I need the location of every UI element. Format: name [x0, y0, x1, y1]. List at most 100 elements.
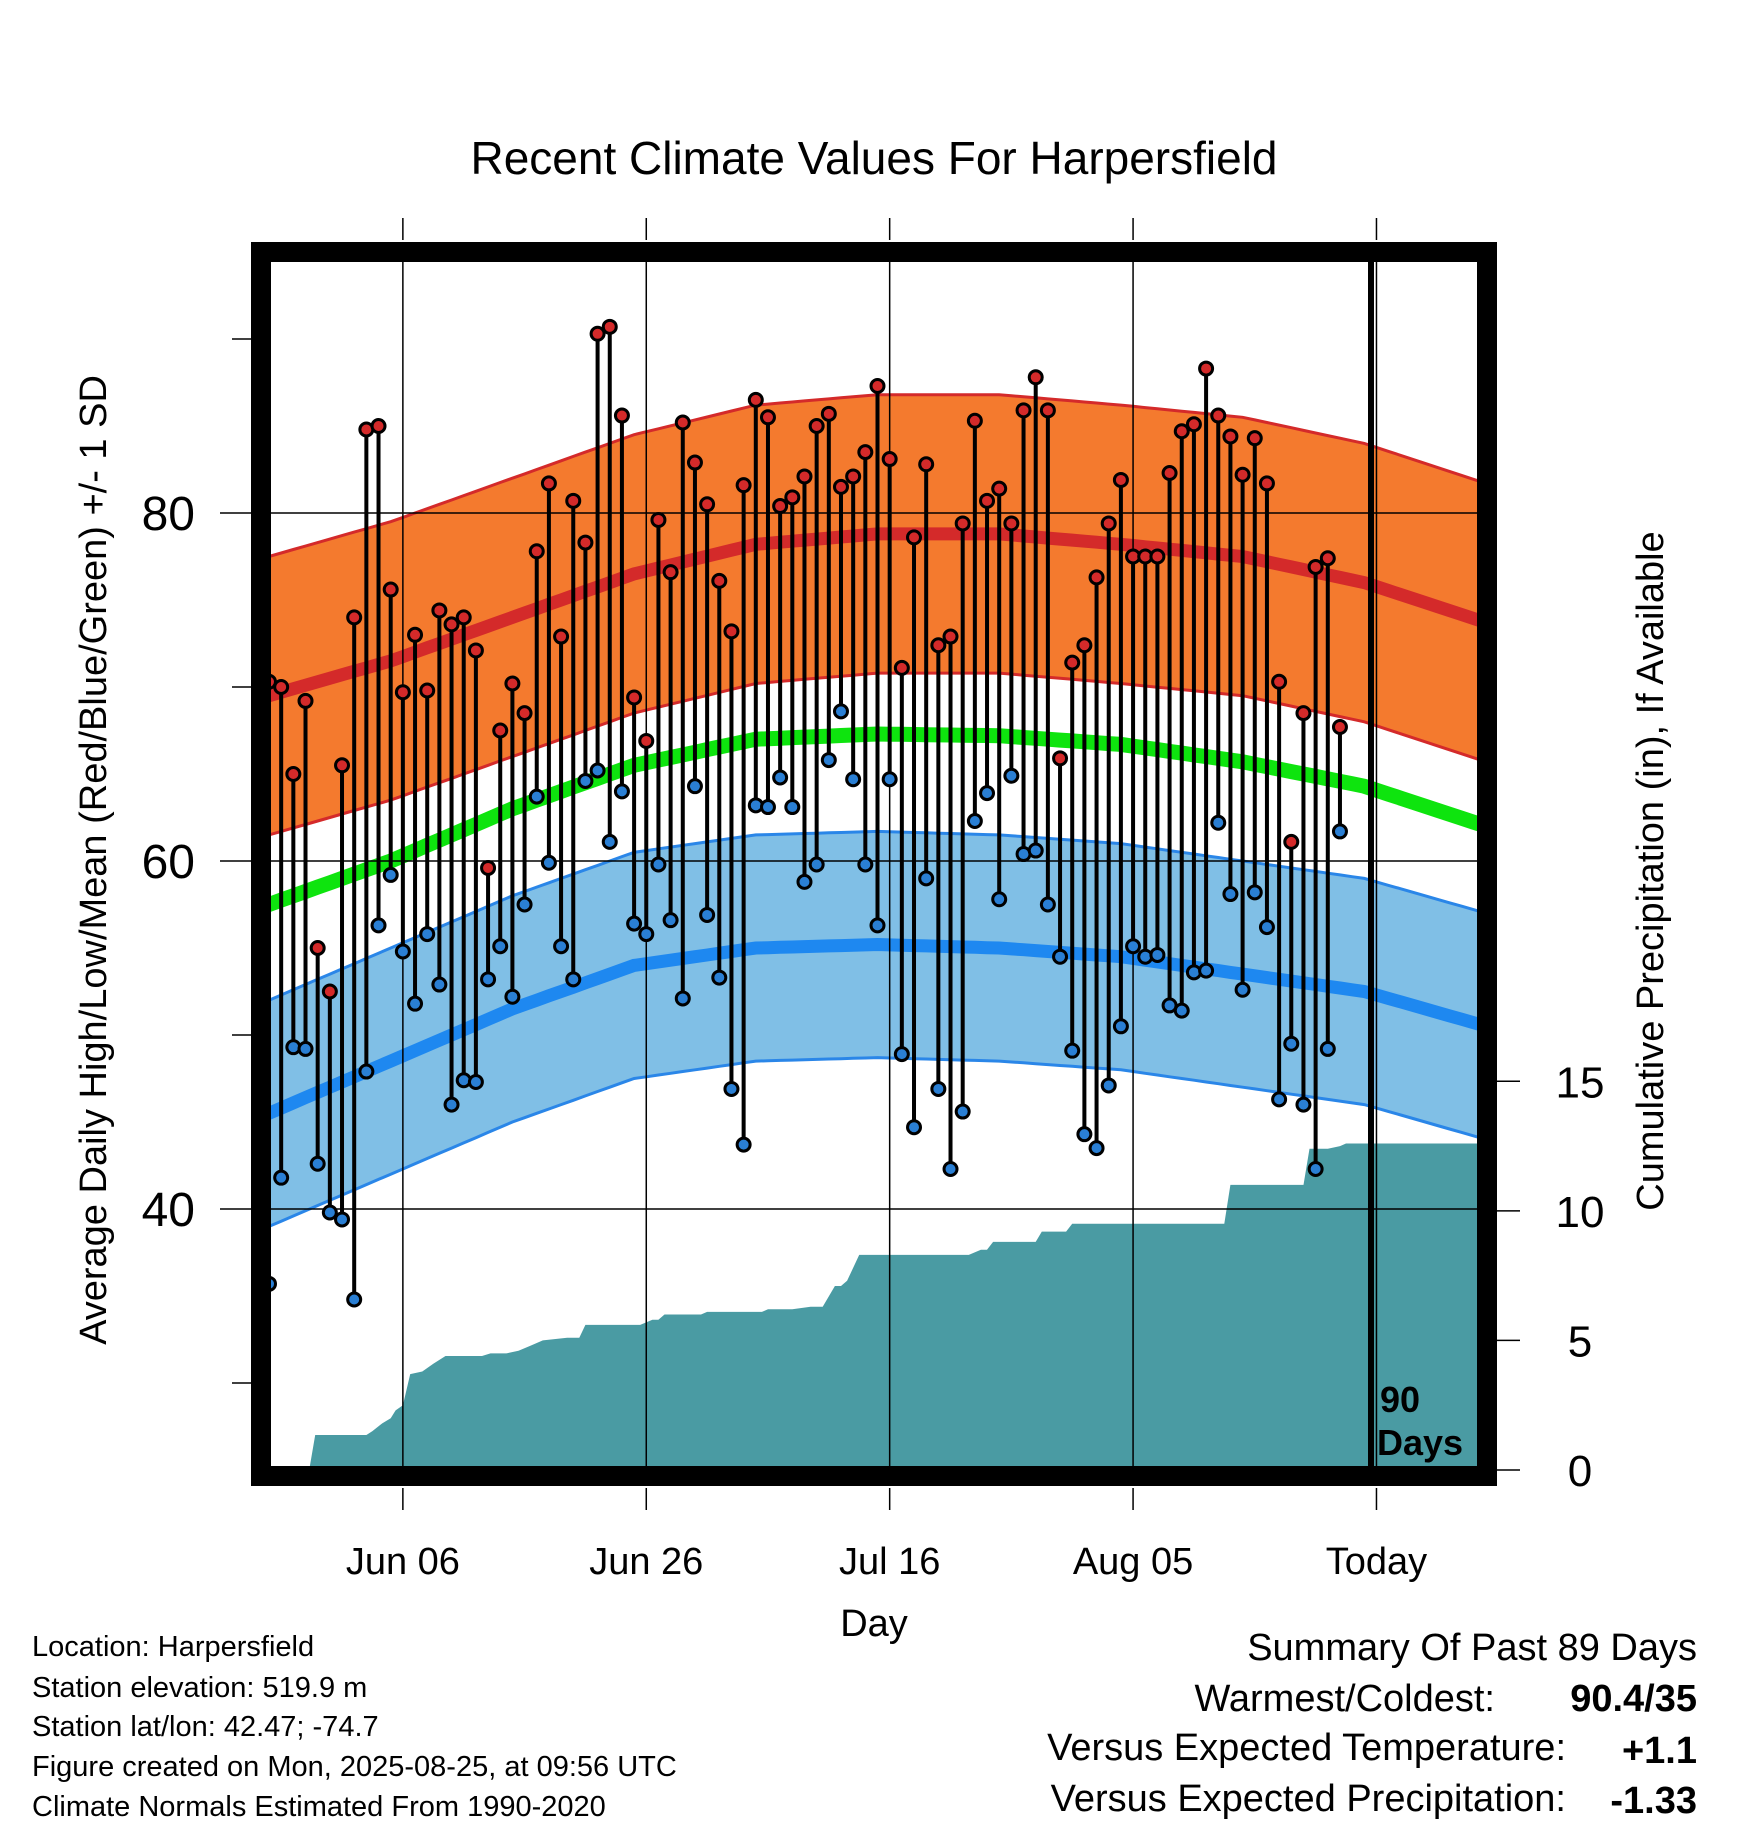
daily-low-point: [906, 1119, 923, 1136]
daily-low-point: [772, 769, 789, 786]
daily-high-point: [686, 454, 703, 471]
temp-vs-expected-value: +1.1: [1622, 1730, 1697, 1772]
daily-high-point: [589, 325, 606, 342]
daily-low-point: [1198, 962, 1215, 979]
daily-high-point: [832, 478, 849, 495]
daily-low-point: [966, 812, 983, 829]
y-tick-label: 80: [142, 488, 195, 541]
daily-high-point: [893, 659, 910, 676]
daily-low-point: [577, 772, 594, 789]
daily-high-point: [930, 637, 947, 654]
daily-low-point: [686, 778, 703, 795]
daily-low-point: [321, 1204, 338, 1221]
daily-low-point: [613, 783, 630, 800]
daily-low-point: [443, 1096, 460, 1113]
daily-high-point: [772, 498, 789, 515]
precip-vs-expected-label: Versus Expected Precipitation:: [1051, 1778, 1566, 1820]
daily-low-point: [808, 856, 825, 873]
daily-high-point: [1198, 360, 1215, 377]
today-days-label-2: Days: [1377, 1422, 1463, 1463]
chart-title: Recent Climate Values For Harpersfield: [470, 132, 1277, 184]
daily-high-point: [1307, 558, 1324, 575]
daily-high-point: [796, 468, 813, 485]
y2-tick-label: 0: [1568, 1447, 1592, 1496]
daily-high-point: [747, 391, 764, 408]
daily-low-point: [723, 1080, 740, 1097]
y2-tick-label: 15: [1556, 1058, 1605, 1107]
daily-low-point: [832, 703, 849, 720]
daily-high-point: [370, 418, 387, 434]
daily-high-point: [1003, 515, 1020, 532]
daily-low-point: [1052, 948, 1069, 965]
daily-low-point: [930, 1080, 947, 1097]
daily-high-point: [443, 616, 460, 633]
daily-low-point: [1088, 1140, 1105, 1157]
daily-low-point: [1271, 1091, 1288, 1108]
daily-low-point: [334, 1211, 351, 1228]
y2-tick-label: 5: [1568, 1317, 1592, 1366]
daily-low-point: [626, 915, 643, 932]
daily-low-point: [979, 785, 996, 802]
daily-high-point: [1064, 654, 1081, 671]
daily-high-point: [1039, 402, 1056, 419]
daily-low-point: [1258, 919, 1275, 936]
daily-high-point: [419, 682, 436, 699]
daily-high-point: [528, 543, 545, 560]
daily-low-point: [942, 1160, 959, 1177]
daily-low-point: [1307, 1160, 1324, 1177]
plot-area: [261, 252, 1482, 1470]
daily-high-point: [881, 451, 898, 468]
daily-high-point: [674, 414, 691, 431]
daily-high-point: [1088, 569, 1105, 586]
daily-high-point: [1173, 423, 1190, 440]
daily-low-point: [881, 771, 898, 788]
daily-low-point: [650, 856, 667, 873]
daily-low-point: [382, 866, 399, 883]
daily-high-point: [504, 675, 521, 692]
daily-high-point: [966, 412, 983, 429]
normals-text: Climate Normals Estimated From 1990-2020: [32, 1791, 606, 1823]
warmest-coldest-value: 90.4/35: [1570, 1678, 1697, 1720]
daily-low-point: [1295, 1096, 1312, 1113]
daily-high-point: [382, 581, 399, 598]
daily-high-point: [857, 444, 874, 461]
daily-low-point: [589, 762, 606, 779]
daily-low-point: [1149, 946, 1166, 963]
x-tick-label: Today: [1326, 1541, 1427, 1583]
daily-high-point: [759, 409, 776, 426]
daily-high-point: [1185, 416, 1202, 433]
daily-low-point: [1246, 884, 1263, 901]
daily-high-point: [516, 705, 533, 722]
daily-low-point: [1283, 1035, 1300, 1052]
y-tick-label: 40: [142, 1184, 195, 1237]
daily-low-point: [1331, 823, 1348, 840]
daily-high-point: [407, 626, 424, 643]
daily-high-point: [1052, 750, 1069, 767]
daily-low-point: [480, 971, 497, 988]
daily-high-point: [480, 859, 497, 876]
daily-high-point: [1271, 673, 1288, 690]
daily-high-point: [613, 407, 630, 424]
daily-high-point: [334, 757, 351, 774]
daily-high-point: [601, 318, 618, 335]
daily-low-point: [346, 1291, 363, 1308]
daily-high-point: [1234, 466, 1251, 483]
daily-low-point: [419, 926, 436, 943]
location-info: Location: Harpersfield Station elevation…: [32, 1631, 677, 1823]
daily-high-point: [808, 418, 825, 434]
daily-low-point: [297, 1040, 314, 1057]
x-tick-label: Jun 26: [589, 1541, 703, 1583]
daily-low-point: [1064, 1042, 1081, 1059]
daily-high-point: [1100, 515, 1117, 532]
daily-high-point: [979, 492, 996, 509]
plot-frame: [251, 242, 1497, 1486]
daily-low-point: [954, 1103, 971, 1120]
daily-high-point: [394, 684, 411, 701]
daily-high-point: [723, 623, 740, 640]
daily-low-point: [1125, 938, 1142, 955]
location-text: Location: Harpersfield: [32, 1631, 314, 1663]
daily-low-point: [492, 938, 509, 955]
daily-low-point: [553, 938, 570, 955]
daily-high-point: [321, 983, 338, 1000]
daily-high-point: [906, 529, 923, 546]
